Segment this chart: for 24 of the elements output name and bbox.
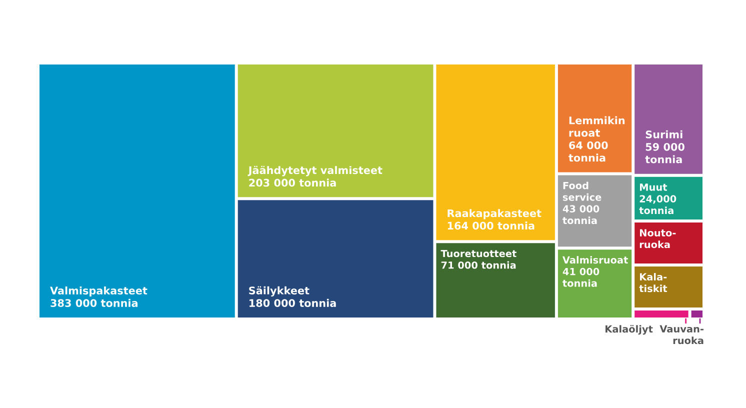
data-label: 203 000 tonnia <box>249 178 336 187</box>
data-label: 164 000 tonnia <box>448 222 534 230</box>
category-label: Food service <box>562 182 602 201</box>
category-label: Muut <box>640 184 668 191</box>
category-label: Kala- tiskit <box>639 273 668 292</box>
data-label: 180 000 tonnia <box>250 298 336 307</box>
data-label: 41 000 tonnia <box>562 268 600 287</box>
data-label: 71 000 tonnia <box>441 261 516 269</box>
category-label: Lemmikin ruoat <box>569 116 625 137</box>
category-label: Säilykkeet <box>249 286 310 297</box>
data-label: 59 000 tonnia <box>645 142 684 164</box>
data-label: 43 000 tonnia <box>562 205 600 224</box>
category-label: Valmisruoat <box>562 256 628 264</box>
data-label: 64 000 tonnia <box>568 141 608 162</box>
category-label: Raakapakasteet <box>448 209 542 220</box>
category-label: Vauvan- ruoka <box>660 325 704 344</box>
data-label: 383 000 tonnia <box>50 298 138 307</box>
category-label: Kalaöljyt <box>606 325 653 335</box>
data-label: 24,000 tonnia <box>639 195 676 214</box>
category-label: Surimi <box>646 130 682 138</box>
category-label: Jäähdytetyt valmisteet <box>248 166 382 176</box>
category-label: Tuoretuotteet <box>440 250 516 258</box>
category-label: Nouto- ruoka <box>640 229 676 248</box>
category-label: Valmispakasteet <box>50 286 148 297</box>
